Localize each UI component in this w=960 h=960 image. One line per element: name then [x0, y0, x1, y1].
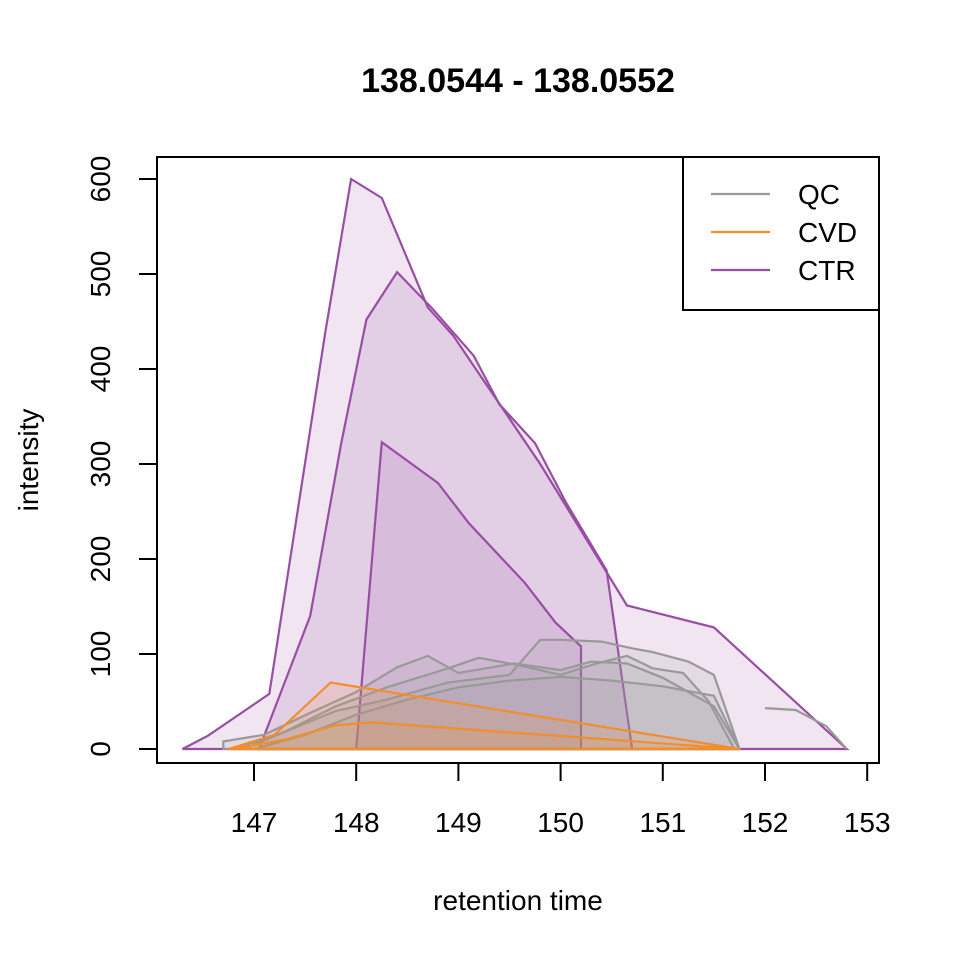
legend-label-ctr: CTR: [798, 255, 856, 286]
series-area-ctr: [356, 442, 581, 749]
series-line-ctr: [181, 177, 850, 751]
series-area-cvd: [228, 682, 740, 749]
legend-label-qc: QC: [798, 179, 840, 210]
series-line-cvd: [233, 721, 740, 751]
series-area-qc: [233, 639, 740, 749]
series-line-qc: [233, 638, 742, 751]
series-layer: [181, 177, 850, 751]
legend-label-cvd: CVD: [798, 217, 857, 248]
x-tick-label: 153: [844, 807, 891, 838]
x-tick-label: 149: [435, 807, 482, 838]
series-line-ctr: [257, 270, 634, 751]
series-area-qc: [254, 676, 740, 749]
series-area-qc: [243, 655, 735, 749]
plot-frame: [156, 156, 880, 764]
y-tick-label: 300: [85, 441, 116, 488]
y-tick-label: 0: [85, 741, 116, 757]
series-line-qc: [764, 707, 848, 750]
x-tick-label: 150: [537, 807, 584, 838]
y-tick-label: 600: [85, 156, 116, 203]
series-area-qc: [223, 655, 740, 749]
series-line-qc: [253, 675, 742, 751]
x-tick-label: 151: [639, 807, 686, 838]
x-tick-label: 147: [231, 807, 278, 838]
series-line-ctr: [355, 440, 583, 751]
y-tick-label: 200: [85, 536, 116, 583]
series-area-ctr: [182, 179, 847, 749]
series-line-qc: [222, 654, 742, 751]
y-axis-label: intensity: [13, 409, 44, 512]
series-area-cvd: [233, 722, 740, 749]
y-tick-label: 500: [85, 251, 116, 298]
x-tick-label: 148: [333, 807, 380, 838]
y-tick-label: 400: [85, 346, 116, 393]
x-axis-label: retention time: [433, 885, 603, 916]
y-tick-label: 100: [85, 631, 116, 678]
x-tick-label: 152: [742, 807, 789, 838]
series-line-qc: [243, 654, 737, 751]
chart-title: 138.0544 - 138.0552: [361, 62, 675, 100]
legend-box: [682, 156, 880, 311]
legend: QC CVD CTR: [682, 156, 880, 311]
